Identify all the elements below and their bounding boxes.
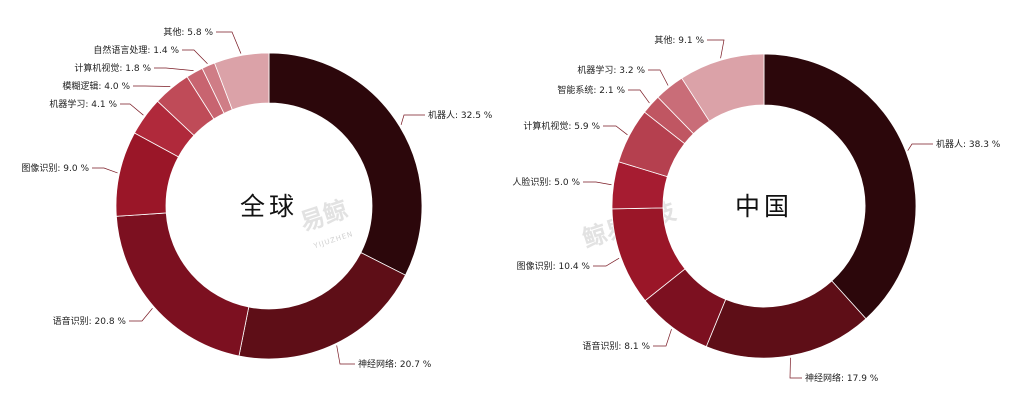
leader-line (216, 31, 242, 54)
donut-chart-global: 机器人: 32.5 % 神经网络: 20.7 % 语音识别: 20.8 % 图像识别:… (21, 26, 492, 370)
slice-label: 语音识别: 20.8 % (53, 315, 127, 327)
slice-label: 其他: 5.8 % (163, 26, 213, 38)
leader-line (182, 49, 208, 64)
donut-slice (681, 53, 765, 122)
slice-label: 图像识别: 9.0 % (21, 162, 89, 174)
donut-slice (115, 212, 250, 357)
leader-line (789, 357, 802, 379)
watermark-left-sub: YIJUZHEN (312, 230, 355, 251)
leader-line (603, 125, 628, 136)
leader-line (92, 167, 118, 174)
leader-line (583, 181, 612, 186)
slice-label: 智能系统: 2.1 % (557, 84, 625, 96)
slice-label: 语音识别: 8.1 % (582, 340, 650, 352)
donut-slice (214, 52, 270, 111)
donut-chart-china: 机器人: 38.3 % 神经网络: 17.9 % 语音识别: 8.1 % 图像识别: … (512, 34, 1000, 384)
slice-label: 神经网络: 20.7 % (358, 358, 432, 370)
leader-line (129, 308, 153, 322)
donut-slice (268, 52, 423, 276)
leader-line (653, 329, 672, 347)
leader-line (154, 67, 194, 71)
leader-line (648, 69, 669, 86)
center-label: 中国 (735, 192, 793, 221)
slice-label: 机器人: 38.3 % (936, 138, 1001, 150)
slice-label: 计算机视觉: 1.8 % (74, 62, 151, 74)
slice-label: 机器学习: 4.1 % (49, 98, 117, 110)
donut-slice (238, 252, 407, 360)
slice-label: 模糊逻辑: 4.0 % (62, 80, 130, 92)
leader-line (907, 143, 933, 151)
leader-line (707, 39, 725, 59)
leader-line (400, 114, 425, 125)
leader-line (336, 345, 355, 365)
slice-label: 机器人: 32.5 % (428, 109, 493, 121)
leader-line (133, 85, 171, 87)
leader-line (593, 257, 620, 267)
slice-label: 其他: 9.1 % (654, 34, 704, 46)
donut-slice (763, 53, 917, 320)
slice-label: 自然语言处理: 1.4 % (93, 44, 179, 56)
slice-label: 神经网络: 17.9 % (805, 372, 879, 384)
slice-label: 人脸识别: 5.0 % (512, 176, 580, 188)
center-label: 全球 (240, 192, 298, 221)
donut-slice (705, 280, 867, 359)
slice-label: 机器学习: 3.2 % (577, 64, 645, 76)
leader-line (628, 89, 650, 104)
watermark-left: 易鲸 (297, 195, 351, 236)
slice-label: 图像识别: 10.4 % (517, 260, 591, 272)
slice-label: 计算机视觉: 5.9 % (523, 120, 600, 132)
leader-line (120, 103, 144, 116)
